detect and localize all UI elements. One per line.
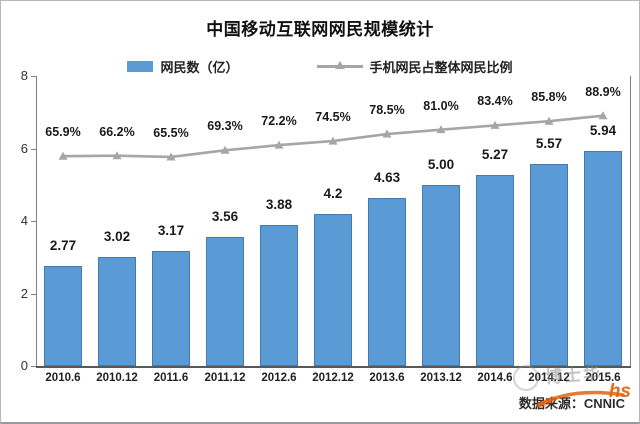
bar	[152, 251, 190, 366]
line-point-marker	[436, 125, 446, 134]
line-point-marker	[598, 111, 608, 120]
bar	[98, 256, 136, 366]
bar-value-label: 4.2	[323, 185, 343, 201]
x-tick-label: 2010.6	[45, 372, 81, 384]
percent-label: 88.9%	[585, 84, 621, 99]
y-tick-label: 4	[20, 213, 28, 228]
legend-bar-label: 网民数（亿）	[160, 60, 239, 75]
line-point-marker	[490, 120, 500, 129]
percent-label: 66.2%	[99, 124, 135, 139]
x-tick-label: 2014.6	[477, 372, 513, 384]
bar-value-label: 3.88	[265, 197, 293, 213]
chart-legend: 网民数（亿） 手机网民占整体网民比例	[1, 57, 639, 76]
y-tick-mark	[31, 221, 36, 222]
x-tick-label: 2012.12	[312, 372, 354, 384]
y-tick-mark	[31, 76, 36, 77]
bar	[368, 198, 406, 366]
data-source-note: 数据来源：CNNIC	[518, 396, 625, 411]
x-tick-label: 2011.12	[204, 372, 246, 384]
y-tick-mark	[31, 293, 36, 295]
x-tick-label: 2013.12	[420, 372, 462, 384]
bar-value-label: 3.17	[157, 223, 185, 239]
percent-label: 65.9%	[45, 125, 81, 140]
x-tick-label: 2013.6	[369, 372, 405, 384]
bar	[260, 225, 298, 366]
percent-label: 69.3%	[207, 119, 243, 134]
y-tick-label: 6	[20, 140, 28, 156]
percent-label: 65.5%	[153, 125, 189, 140]
bar-value-label: 5.00	[427, 156, 455, 172]
x-tick-label: 2010.12	[96, 372, 138, 384]
legend-line-label: 手机网民占整体网民比例	[369, 60, 513, 75]
bar-value-label: 5.94	[589, 122, 617, 138]
legend-item-line: 手机网民占整体网民比例	[316, 57, 513, 76]
x-tick-label: 2011.6	[153, 372, 189, 384]
y-tick-mark	[31, 148, 36, 150]
bar	[476, 174, 514, 366]
y-tick-label: 2	[20, 285, 28, 301]
x-axis-line	[36, 366, 631, 368]
x-tick-label: 2014.12	[528, 372, 570, 384]
bar	[44, 265, 82, 366]
line-point-marker	[166, 152, 176, 161]
percent-label: 74.5%	[315, 110, 351, 125]
triangle-marker-icon	[334, 61, 345, 69]
line-point-marker	[58, 151, 68, 160]
line-point-marker	[382, 129, 392, 138]
line-point-marker	[328, 136, 338, 145]
plot-right-border	[630, 76, 631, 366]
y-tick-mark	[31, 366, 36, 367]
bar-series-swatch	[127, 61, 154, 72]
bar	[530, 164, 568, 366]
bar-value-label: 5.57	[535, 136, 563, 152]
x-tick-label: 2015.6	[585, 372, 621, 384]
x-tick-label: 2012.6	[261, 372, 297, 384]
bar-value-label: 3.02	[103, 228, 131, 244]
y-tick-label: 8	[20, 68, 28, 83]
line-point-marker	[112, 151, 122, 160]
bar	[206, 236, 244, 366]
percent-label: 78.5%	[369, 103, 405, 118]
percent-label: 81.0%	[423, 98, 459, 113]
line-point-marker	[544, 116, 554, 125]
y-tick-label: 0	[20, 358, 28, 373]
bar	[584, 150, 622, 366]
y-axis-line	[36, 76, 37, 366]
percent-label: 83.4%	[477, 94, 513, 109]
line-series-swatch	[316, 61, 363, 69]
bar-value-label: 4.63	[373, 170, 401, 186]
bar	[422, 184, 460, 366]
percent-label: 85.8%	[531, 90, 567, 105]
bar-value-label: 2.77	[49, 237, 77, 253]
legend-item-bar: 网民数（亿）	[127, 57, 239, 76]
line-point-marker	[220, 145, 230, 154]
bar-value-label: 3.56	[211, 208, 239, 224]
bar-value-label: 5.27	[481, 146, 509, 162]
percent-label: 72.2%	[261, 114, 297, 129]
chart-title: 中国移动互联网网民规模统计	[206, 20, 434, 39]
bar	[314, 213, 352, 366]
line-point-marker	[274, 140, 284, 149]
